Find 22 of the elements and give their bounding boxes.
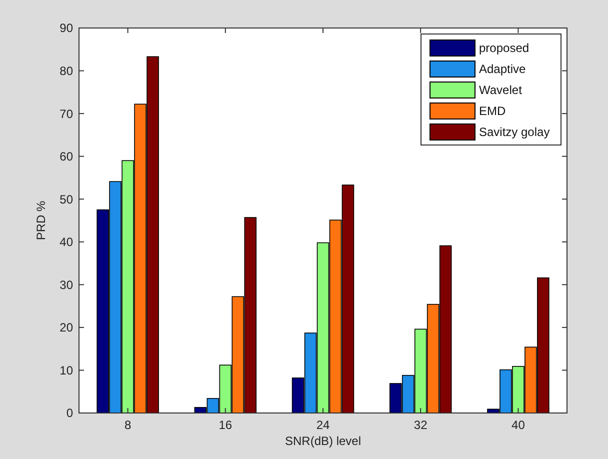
y-tick-label: 40 (60, 235, 74, 250)
y-tick-label: 80 (60, 64, 74, 78)
x-axis-title: SNR(dB) level (284, 434, 362, 448)
y-tick-label: 0 (66, 406, 74, 420)
x-tick-label: 8 (124, 418, 132, 432)
x-tick-label: 16 (218, 418, 232, 432)
legend-label: Adaptive (479, 62, 526, 76)
y-tick-label: 60 (60, 150, 74, 164)
y-tick-label: 10 (60, 363, 74, 378)
legend-label: proposed (479, 41, 530, 56)
y-tick-label: 50 (60, 192, 74, 206)
y-tick-label: 90 (60, 21, 74, 36)
legend-label: Savitzy golay (479, 125, 550, 140)
legend-label: EMD (479, 104, 506, 118)
x-tick-label: 32 (414, 418, 428, 432)
legend-label: Wavelet (479, 83, 523, 98)
y-axis-title: PRD % (34, 200, 48, 240)
x-tick-label: 24 (316, 418, 330, 432)
x-tick-label: 40 (512, 418, 526, 432)
y-tick-label: 30 (60, 278, 74, 292)
y-tick-label: 20 (60, 320, 74, 335)
y-tick-label: 70 (60, 106, 74, 121)
